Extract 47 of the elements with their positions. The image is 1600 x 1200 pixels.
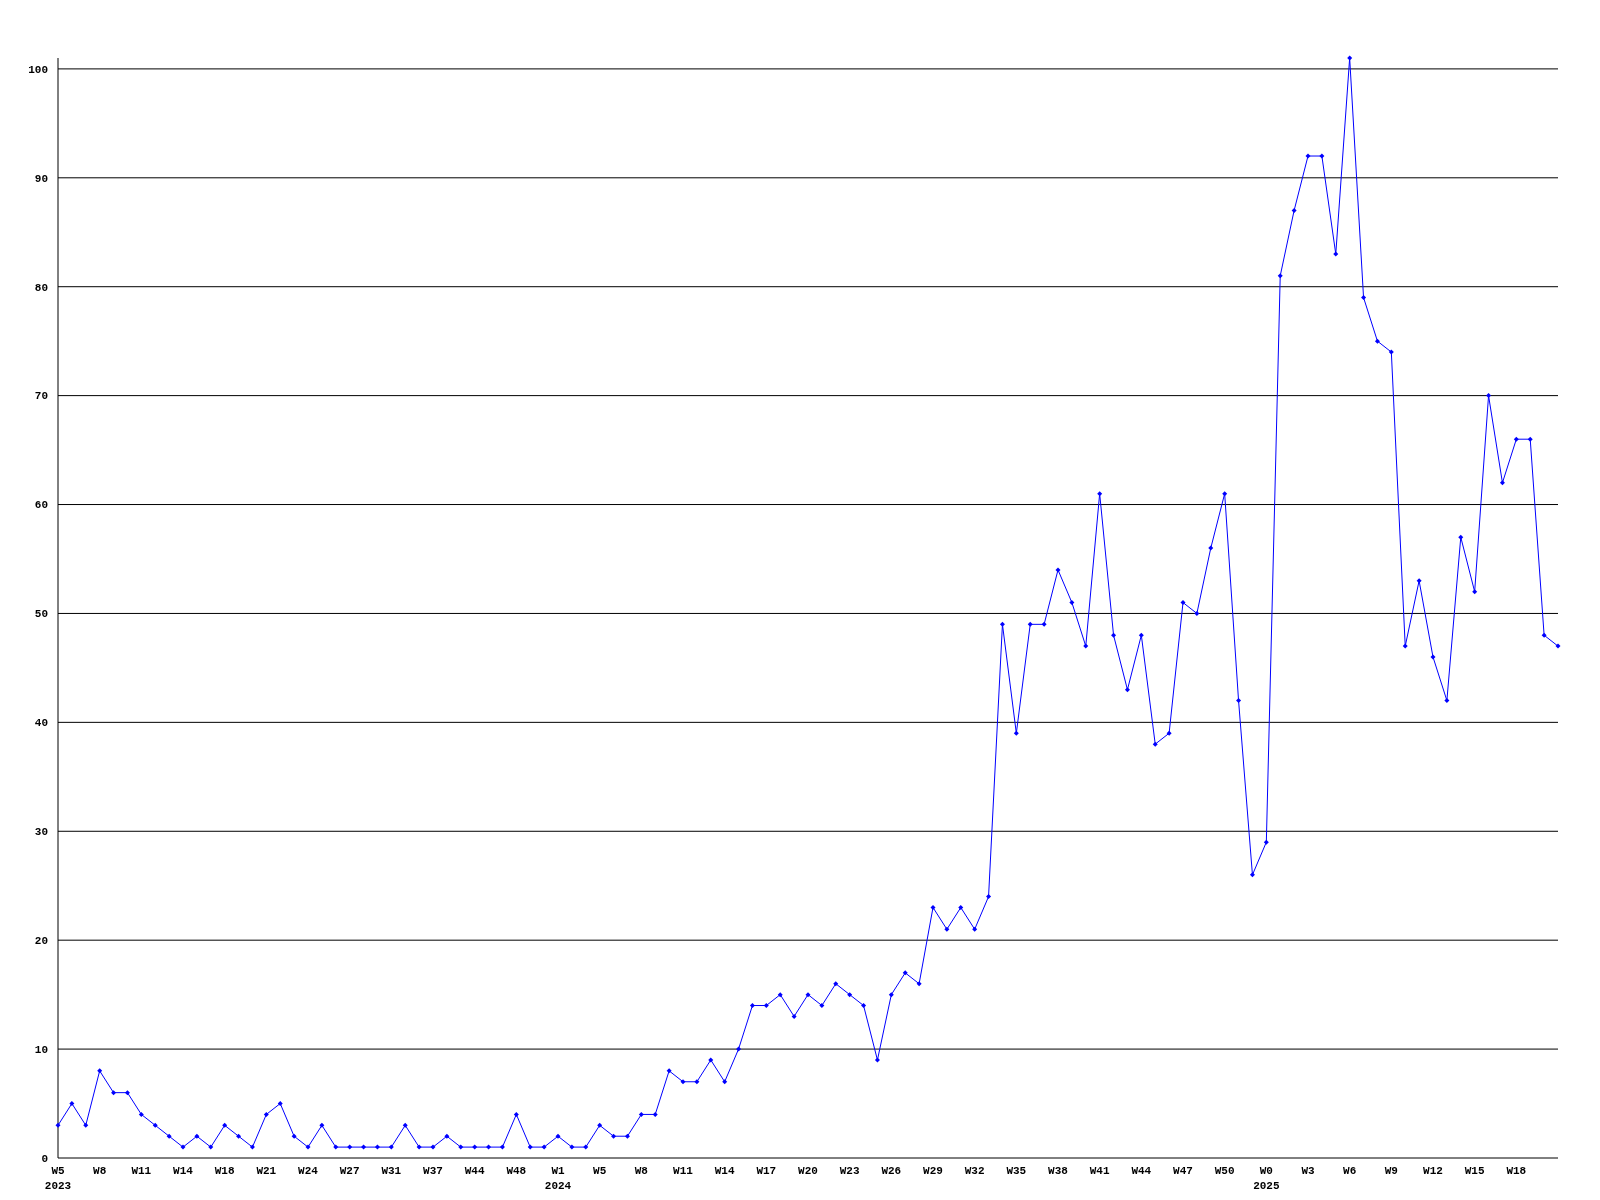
- x-tick-label: W20: [798, 1165, 818, 1177]
- y-tick-label: 60: [34, 499, 48, 512]
- y-tick-label: 70: [34, 390, 48, 403]
- x-tick-label: W14: [173, 1165, 194, 1177]
- x-tick-label: W18: [214, 1165, 235, 1177]
- x-tick-label: W0 2025: [1253, 1165, 1280, 1192]
- y-tick-label: 50: [34, 608, 48, 621]
- x-tick-label: W8: [93, 1165, 107, 1177]
- x-tick-label: W23: [839, 1165, 860, 1177]
- y-tick-label: 0: [41, 1152, 48, 1165]
- x-tick-label: W3: [1301, 1165, 1315, 1177]
- x-tick-label: W5 2023: [44, 1165, 72, 1192]
- y-tick-label: 20: [34, 935, 48, 948]
- x-tick-label: W32: [964, 1165, 985, 1177]
- x-tick-label: W29: [923, 1165, 943, 1177]
- x-tick-label: W26: [881, 1165, 902, 1177]
- y-tick-label: 80: [34, 281, 48, 294]
- x-tick-label: W15: [1464, 1165, 1485, 1177]
- x-tick-label: W38: [1048, 1165, 1069, 1177]
- x-tick-label: W8: [634, 1165, 649, 1177]
- x-tick-label: W35: [1006, 1165, 1027, 1177]
- x-tick-label: W41: [1089, 1165, 1110, 1177]
- x-tick-label: W48: [506, 1165, 527, 1177]
- x-tick-label: W5: [593, 1165, 607, 1177]
- x-tick-label: W44: [464, 1165, 485, 1177]
- x-tick-label: W37: [423, 1165, 443, 1177]
- x-tick-label: W24: [298, 1165, 319, 1177]
- x-tick-label: W17: [756, 1165, 777, 1177]
- x-tick-label: W14: [714, 1165, 735, 1177]
- x-tick-label: W9: [1384, 1165, 1398, 1177]
- y-tick-label: 10: [34, 1043, 48, 1056]
- x-tick-label: W12: [1423, 1165, 1443, 1177]
- x-tick-label: W50: [1214, 1165, 1235, 1177]
- x-tick-label: W18: [1506, 1165, 1527, 1177]
- x-tick-label: W11: [131, 1165, 152, 1177]
- y-tick-label: 100: [28, 63, 48, 76]
- x-tick-label: W1 2024: [544, 1165, 572, 1192]
- x-tick-label: W47: [1173, 1165, 1193, 1177]
- x-tick-label: W27: [339, 1165, 360, 1177]
- x-tick-label: W21: [256, 1165, 277, 1177]
- y-tick-label: 90: [34, 172, 48, 185]
- x-tick-label: W11: [673, 1165, 694, 1177]
- y-tick-label: 40: [34, 717, 48, 730]
- x-tick-label: W31: [381, 1165, 402, 1177]
- y-tick-label: 30: [34, 826, 48, 839]
- x-tick-label: W44: [1131, 1165, 1152, 1177]
- x-tick-label: W6: [1343, 1165, 1357, 1177]
